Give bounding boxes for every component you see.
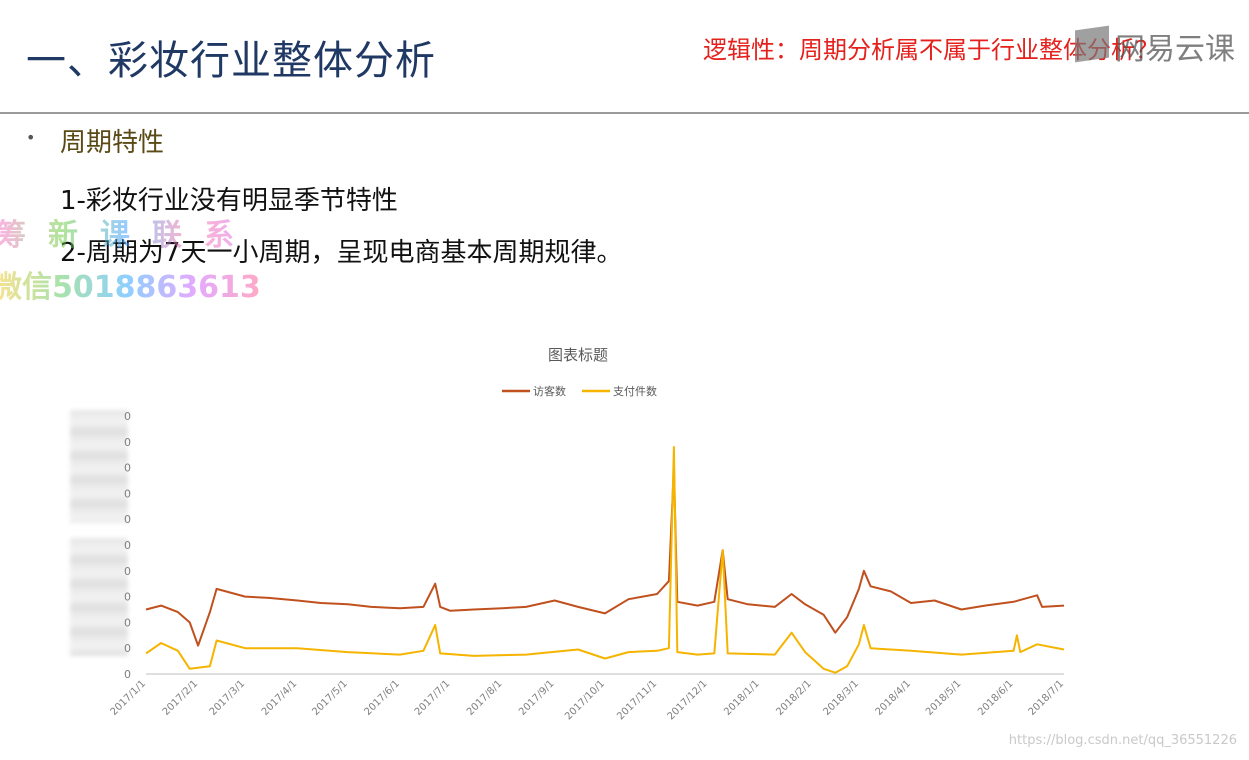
x-tick-label: 2018/4/1	[874, 678, 914, 718]
x-tick-label: 2018/2/1	[774, 678, 814, 718]
chart-legend: 访客数 支付件数	[502, 384, 657, 398]
legend-label-visitors: 访客数	[533, 384, 566, 398]
y-axis-ticks: 0 0 0 0 0 0 0 0 0 0 0	[124, 410, 131, 681]
series-line-payments	[145, 446, 1065, 674]
x-tick-label: 2017/7/1	[413, 678, 453, 718]
x-tick-label: 2017/9/1	[517, 678, 557, 718]
x-tick-label: 2017/4/1	[260, 678, 300, 718]
x-tick-label: 2017/8/1	[465, 678, 505, 718]
x-tick-label: 2017/10/1	[563, 678, 607, 722]
y-tick-label: 0	[124, 642, 131, 655]
y-tick-label: 0	[124, 565, 131, 578]
y-tick-label: 0	[124, 436, 131, 449]
y-tick-label: 0	[124, 668, 131, 681]
blurred-axis-region-top	[70, 410, 128, 523]
watermark-line-1: 筹新课联系	[0, 210, 256, 254]
x-tick-label: 2017/11/1	[615, 678, 659, 722]
legend-label-payments: 支付件数	[613, 385, 657, 398]
y-tick-label: 0	[124, 462, 131, 475]
x-tick-label: 2017/3/1	[208, 678, 248, 718]
x-tick-label: 2017/6/1	[362, 678, 402, 718]
logo-text: 网易云课	[1115, 32, 1235, 67]
x-tick-label: 2018/1/1	[722, 678, 762, 718]
x-tick-label: 2017/12/1	[666, 678, 710, 722]
body-line-2: 2-周期为7天一小周期，呈现电商基本周期规律。	[60, 238, 623, 268]
y-tick-label: 0	[124, 539, 131, 552]
y-tick-label: 0	[124, 616, 131, 629]
x-tick-label: 2018/6/1	[976, 678, 1016, 718]
footer-url: https://blog.csdn.net/qq_36551226	[1008, 733, 1237, 748]
x-tick-label: 2018/7/1	[1027, 678, 1067, 718]
series-line-visitors	[145, 466, 1065, 647]
slide-title: 一、彩妆行业整体分析	[26, 38, 436, 84]
y-tick-label: 0	[124, 487, 131, 500]
body-line-1: 1-彩妆行业没有明显季节特性	[60, 186, 398, 216]
y-tick-label: 0	[124, 410, 131, 423]
chart-title: 图表标题	[548, 346, 608, 364]
chart-series	[145, 446, 1065, 674]
x-tick-label: 2018/5/1	[924, 678, 964, 718]
x-tick-label: 2017/2/1	[161, 678, 201, 718]
title-divider	[0, 112, 1249, 114]
bullet-dot-icon: •	[26, 128, 36, 147]
x-axis-ticks: 2017/1/1 2017/2/1 2017/3/1 2017/4/1 2017/5/1…	[109, 678, 1067, 722]
platform-logo: 网易云课	[1075, 20, 1249, 68]
x-tick-label: 2017/1/1	[109, 678, 149, 718]
x-tick-label: 2017/5/1	[310, 678, 350, 718]
blurred-axis-region-bottom	[70, 538, 128, 656]
x-tick-label: 2018/3/1	[821, 678, 861, 718]
y-tick-label: 0	[124, 591, 131, 604]
watermark-line-2: 微信5018863613	[0, 262, 261, 306]
bullet-heading: 周期特性	[60, 128, 165, 158]
y-tick-label: 0	[124, 513, 131, 526]
